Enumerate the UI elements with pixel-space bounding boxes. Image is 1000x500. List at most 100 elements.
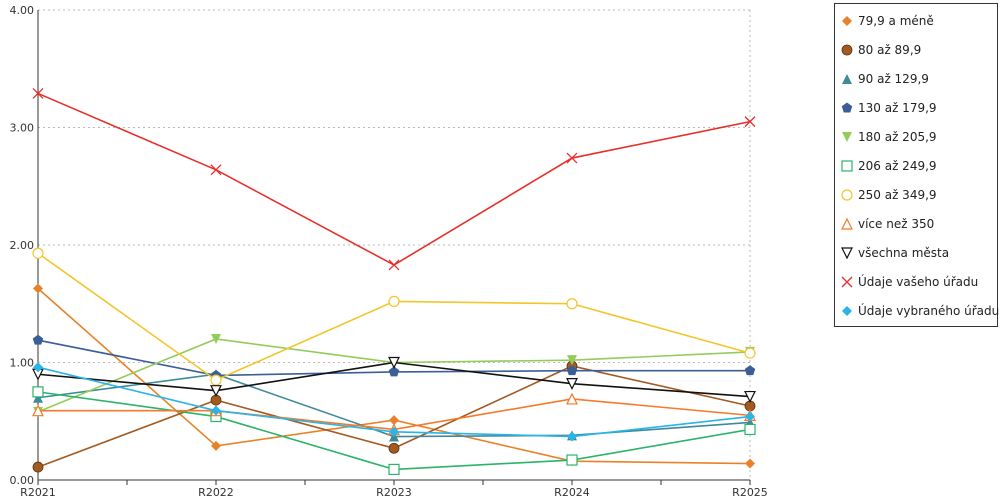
data-point — [33, 362, 43, 373]
legend-marker-shape — [842, 306, 852, 316]
legend-marker — [841, 276, 853, 288]
legend-marker — [841, 102, 853, 113]
legend-item: 90 až 129,9 — [835, 69, 929, 89]
legend-marker-shape — [841, 160, 853, 172]
data-point — [744, 116, 756, 128]
legend-marker-shape — [842, 74, 852, 84]
series-line — [37, 92, 751, 266]
data-point — [388, 356, 400, 369]
data-point — [566, 152, 578, 164]
legend-label: 79,9 a méně — [858, 14, 934, 28]
legend-marker — [842, 132, 852, 142]
data-point — [388, 463, 400, 476]
legend-marker — [842, 74, 852, 84]
series-11 — [33, 362, 755, 442]
y-tick-label: 4.00 — [10, 4, 35, 17]
data-point — [388, 366, 400, 377]
y-tick-label: 0.00 — [10, 474, 35, 487]
data-point — [566, 454, 578, 466]
data-point — [211, 334, 221, 344]
data-point — [566, 365, 578, 376]
series-6 — [32, 386, 756, 476]
legend-item: 80 až 89,9 — [835, 40, 921, 60]
data-point — [744, 423, 756, 436]
data-point — [210, 374, 222, 386]
legend-marker-shape — [841, 102, 853, 113]
legend-marker-shape — [842, 132, 852, 142]
tick-labels: 0.00 1.00 2.00 3.00 4.00 R2021 R2022 R2023 R2024… — [10, 4, 768, 499]
data-point — [744, 347, 756, 359]
data-point — [32, 247, 44, 259]
data-point — [32, 386, 44, 398]
x-tick-label: R2021 — [20, 486, 56, 499]
data-point — [32, 87, 44, 99]
legend-item: 130 až 179,9 — [835, 98, 937, 118]
data-point — [389, 426, 399, 437]
series-7 — [32, 247, 756, 386]
legend-label: 90 až 129,9 — [858, 72, 929, 86]
data-point — [33, 283, 43, 294]
data-point — [745, 411, 755, 422]
legend-item: 79,9 a méně — [835, 11, 934, 31]
data-point — [566, 298, 578, 310]
legend-item: 180 až 205,9 — [835, 127, 937, 147]
data-point — [210, 385, 222, 398]
legend-marker — [842, 306, 852, 316]
legend-item: všechna města — [835, 243, 949, 263]
data-point — [567, 355, 577, 366]
legend-marker-shape — [842, 16, 852, 26]
data-point — [32, 404, 44, 417]
data-point — [211, 405, 221, 416]
gridlines — [38, 9, 751, 480]
legend-marker-shape — [841, 44, 853, 56]
data-point — [210, 164, 222, 176]
legend-item: 250 až 349,9 — [835, 185, 937, 205]
axes — [37, 10, 751, 485]
legend-marker-shape — [841, 276, 853, 288]
legend-label: 250 až 349,9 — [858, 188, 937, 202]
legend-marker — [841, 44, 853, 56]
legend-item: Údaje vybraného úřadu — [835, 301, 999, 321]
x-tick-label: R2025 — [732, 486, 768, 499]
legend-label: všechna města — [858, 246, 950, 260]
data-point — [32, 334, 44, 345]
x-tick-label: R2022 — [198, 486, 234, 499]
data-point — [32, 461, 44, 473]
x-tick-label: R2024 — [554, 486, 590, 499]
y-tick-label: 3.00 — [10, 122, 35, 135]
y-tick-label: 2.00 — [10, 239, 35, 252]
x-tick-label: R2023 — [376, 486, 412, 499]
legend-item: více než 350 — [835, 214, 934, 234]
data-point — [745, 458, 755, 469]
legend-marker — [842, 16, 852, 26]
legend-marker-shape — [841, 217, 853, 230]
legend-label: 206 až 249,9 — [858, 159, 937, 173]
data-point — [566, 392, 578, 405]
data-point — [744, 390, 756, 403]
data-point — [388, 442, 400, 454]
legend-label: 80 až 89,9 — [858, 43, 922, 57]
data-point — [744, 365, 756, 376]
legend-label: Údaje vybraného úřadu — [858, 304, 1000, 318]
legend-item: Údaje vašeho úřadu — [835, 272, 978, 292]
legend-item: 206 až 249,9 — [835, 156, 937, 176]
legend-label: 130 až 179,9 — [858, 101, 937, 115]
legend-marker — [841, 217, 853, 230]
legend-marker-shape — [841, 247, 853, 260]
series-10 — [32, 87, 756, 271]
data-point — [567, 431, 577, 442]
data-point — [33, 392, 43, 403]
legend-marker — [841, 160, 853, 172]
data-point — [389, 415, 399, 426]
legend-marker — [841, 189, 853, 201]
y-tick-label: 1.00 — [10, 357, 35, 370]
legend-label: více než 350 — [858, 217, 935, 231]
data-point — [211, 440, 221, 451]
series-9 — [32, 356, 756, 403]
legend-marker-shape — [841, 189, 853, 201]
data-point — [388, 259, 400, 271]
legend-label: 180 až 205,9 — [858, 130, 937, 144]
series-layer — [32, 87, 756, 476]
legend: 79,9 a méně 80 až 89,9 90 až 129,9 130 až 1… — [834, 3, 999, 327]
